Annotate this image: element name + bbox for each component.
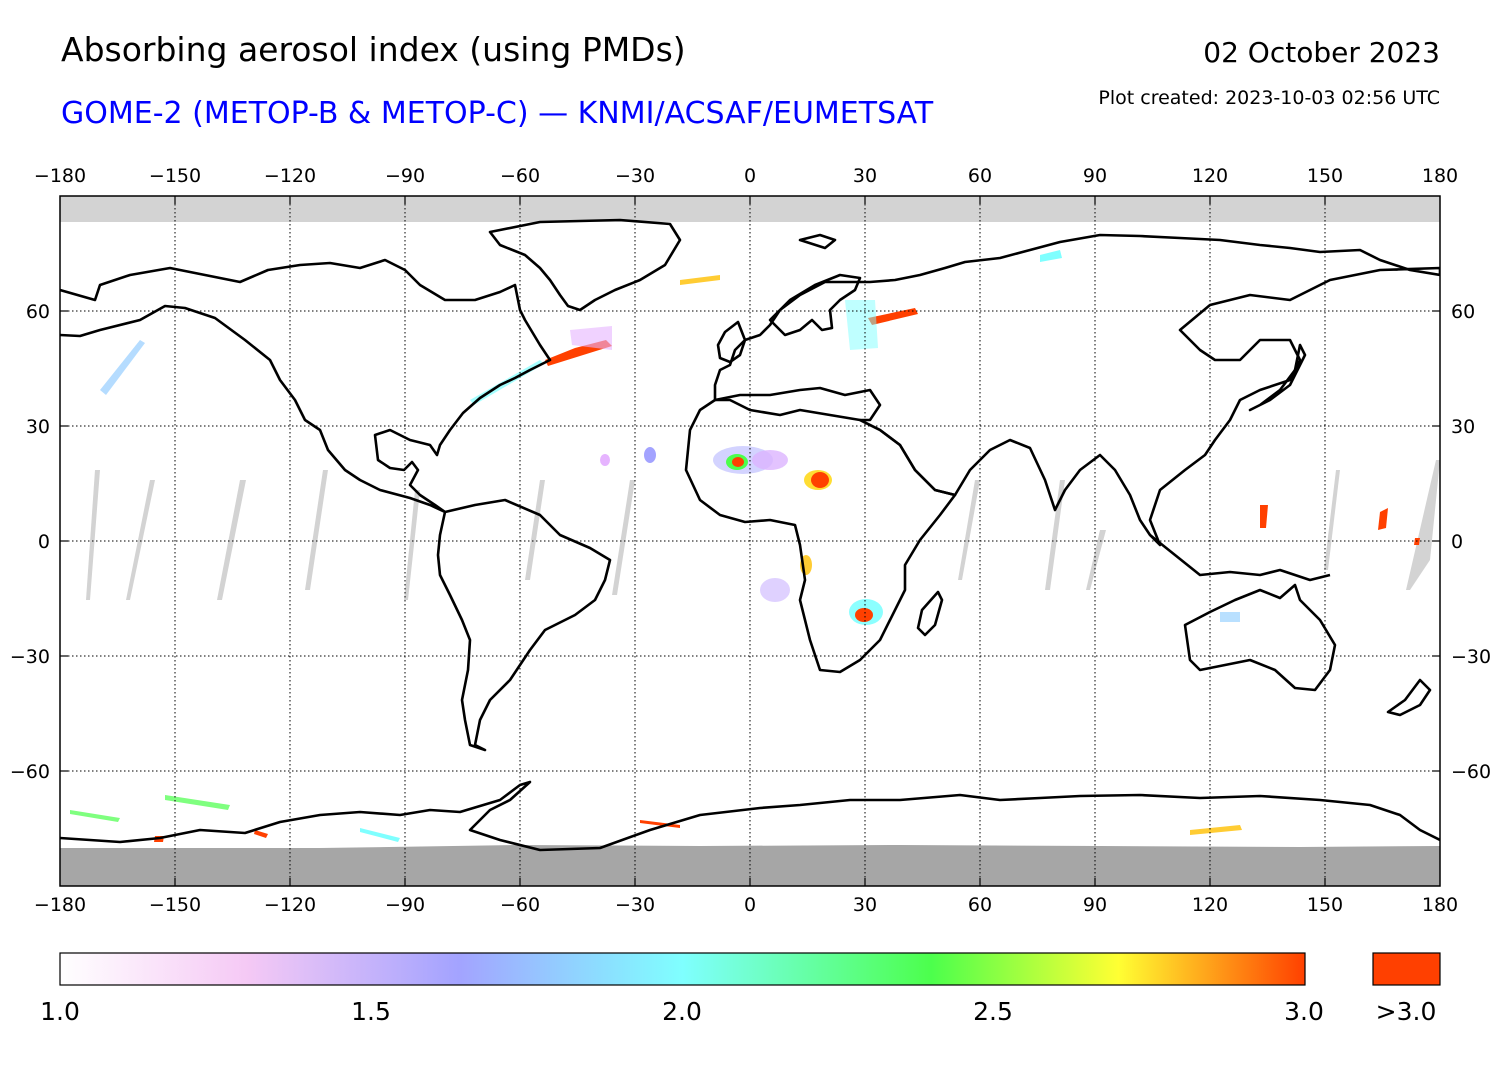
lat-labels-right: 60 30 0 −30 −60 bbox=[1451, 301, 1491, 783]
lon-label: 60 bbox=[968, 165, 992, 187]
lon-label: 0 bbox=[744, 165, 756, 187]
lon-label: −30 bbox=[615, 894, 655, 916]
lat-label: 0 bbox=[1451, 531, 1463, 553]
lat-label: −30 bbox=[1451, 646, 1491, 668]
lon-label: −120 bbox=[264, 894, 316, 916]
lat-label: −60 bbox=[1451, 761, 1491, 783]
map-date: 02 October 2023 bbox=[1203, 36, 1440, 69]
colorbar-labels: 1.0 1.5 2.0 2.5 3.0 >3.0 bbox=[40, 997, 1436, 1026]
coast-japan bbox=[1248, 343, 1307, 412]
lon-label: 0 bbox=[744, 894, 756, 916]
lon-label: 120 bbox=[1192, 165, 1228, 187]
lat-label: 60 bbox=[26, 301, 50, 323]
map-title: Absorbing aerosol index (using PMDs) bbox=[61, 30, 686, 69]
lon-label: 180 bbox=[1422, 894, 1458, 916]
lon-label: 60 bbox=[968, 894, 992, 916]
colorbar-tick-label: 1.5 bbox=[351, 997, 391, 1026]
lon-labels-top: −180 −150 −120 −90 −60 −30 0 30 60 90 12… bbox=[34, 165, 1458, 187]
colorbar bbox=[59, 952, 1306, 986]
lon-label: −30 bbox=[615, 165, 655, 187]
coast-scandinavia bbox=[768, 273, 862, 337]
axis-tick-marks bbox=[60, 196, 1440, 886]
graticule-grid bbox=[60, 196, 1440, 886]
colorbar-tick-label: 1.0 bbox=[40, 997, 80, 1026]
lon-label: 90 bbox=[1083, 165, 1107, 187]
coast-greenland bbox=[488, 218, 682, 312]
coast-indonesia bbox=[1149, 533, 1331, 582]
lon-label: −90 bbox=[385, 165, 425, 187]
lat-label: 60 bbox=[1451, 301, 1475, 323]
lat-labels-left: 60 30 0 −30 −60 bbox=[10, 301, 50, 783]
lon-labels-bottom: −180 −150 −120 −90 −60 −30 0 30 60 90 12… bbox=[34, 894, 1458, 916]
coastlines bbox=[60, 218, 1440, 852]
coast-new-zealand bbox=[1386, 678, 1432, 717]
lon-label: 150 bbox=[1307, 165, 1343, 187]
lat-label: −60 bbox=[10, 761, 50, 783]
lon-label: −60 bbox=[500, 165, 540, 187]
coast-australia bbox=[1183, 583, 1337, 692]
lon-label: −150 bbox=[149, 165, 201, 187]
colorbar-tick-label: 2.0 bbox=[662, 997, 702, 1026]
colorbar-tick-label: 2.5 bbox=[973, 997, 1013, 1026]
lon-label: 150 bbox=[1307, 894, 1343, 916]
lat-label: 30 bbox=[1451, 416, 1475, 438]
lat-label: 0 bbox=[38, 531, 50, 553]
coast-uk bbox=[716, 320, 747, 364]
lon-label: −60 bbox=[500, 894, 540, 916]
lon-label: −180 bbox=[34, 894, 86, 916]
lon-label: 90 bbox=[1083, 894, 1107, 916]
colorbar-overflow-swatch bbox=[1372, 952, 1441, 986]
lon-label: −180 bbox=[34, 165, 86, 187]
colorbar-overflow-label: >3.0 bbox=[1376, 997, 1437, 1026]
lon-label: −120 bbox=[264, 165, 316, 187]
lon-label: −90 bbox=[385, 894, 425, 916]
lon-label: 30 bbox=[853, 165, 877, 187]
lon-label: 30 bbox=[853, 894, 877, 916]
colorbar-tick-label: 3.0 bbox=[1284, 997, 1324, 1026]
orbit-gap-stripes bbox=[86, 460, 1440, 600]
coast-antarctica bbox=[60, 780, 1440, 852]
lat-label: −30 bbox=[10, 646, 50, 668]
coast-svalbard bbox=[798, 233, 837, 250]
plot-created-timestamp: Plot created: 2023-10-03 02:56 UTC bbox=[1098, 87, 1440, 109]
lon-label: −150 bbox=[149, 894, 201, 916]
coast-africa bbox=[684, 398, 957, 674]
lon-label: 120 bbox=[1192, 894, 1228, 916]
coast-madagascar bbox=[916, 590, 944, 637]
coast-north-america bbox=[60, 258, 552, 514]
lon-label: 180 bbox=[1422, 165, 1458, 187]
map-subtitle: GOME-2 (METOP-B & METOP-C) — KNMI/ACSAF/… bbox=[61, 96, 934, 131]
coast-south-america bbox=[436, 498, 612, 752]
lat-label: 30 bbox=[26, 416, 50, 438]
